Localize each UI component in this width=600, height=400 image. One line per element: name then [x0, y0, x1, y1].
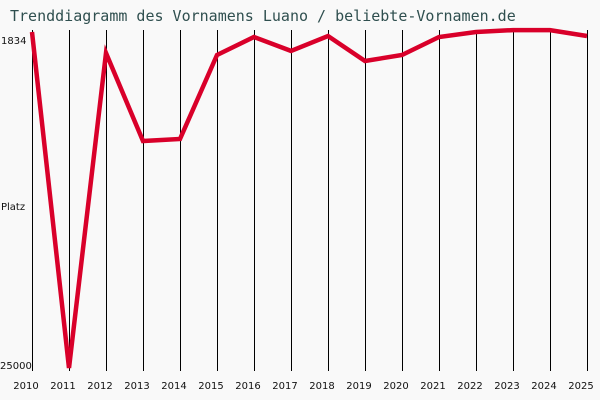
x-tick-label: 2017 [272, 381, 298, 392]
x-tick-label: 2023 [494, 381, 520, 392]
x-tick-label: 2025 [568, 381, 594, 392]
x-tick-label: 2024 [531, 381, 557, 392]
x-tick-label: 2013 [124, 381, 150, 392]
x-tick-label: 2020 [383, 381, 409, 392]
chart-title: Trenddiagramm des Vornamens Luano / beli… [10, 7, 516, 25]
y-tick-top: 1834 [1, 36, 27, 47]
x-tick-label: 2014 [161, 381, 187, 392]
x-tick-label: 2018 [309, 381, 335, 392]
x-tick-label: 2010 [13, 381, 39, 392]
x-tick-label: 2019 [346, 381, 372, 392]
x-tick-label: 2021 [420, 381, 446, 392]
y-tick-bottom: 25000 [0, 361, 32, 372]
x-tick-label: 2016 [235, 381, 261, 392]
x-tick-label: 2012 [87, 381, 113, 392]
x-tick-label: 2011 [50, 381, 76, 392]
x-tick-label: 2022 [457, 381, 483, 392]
x-tick-label: 2015 [198, 381, 224, 392]
series-line [29, 27, 588, 369]
y-axis-label: Platz [1, 202, 26, 213]
